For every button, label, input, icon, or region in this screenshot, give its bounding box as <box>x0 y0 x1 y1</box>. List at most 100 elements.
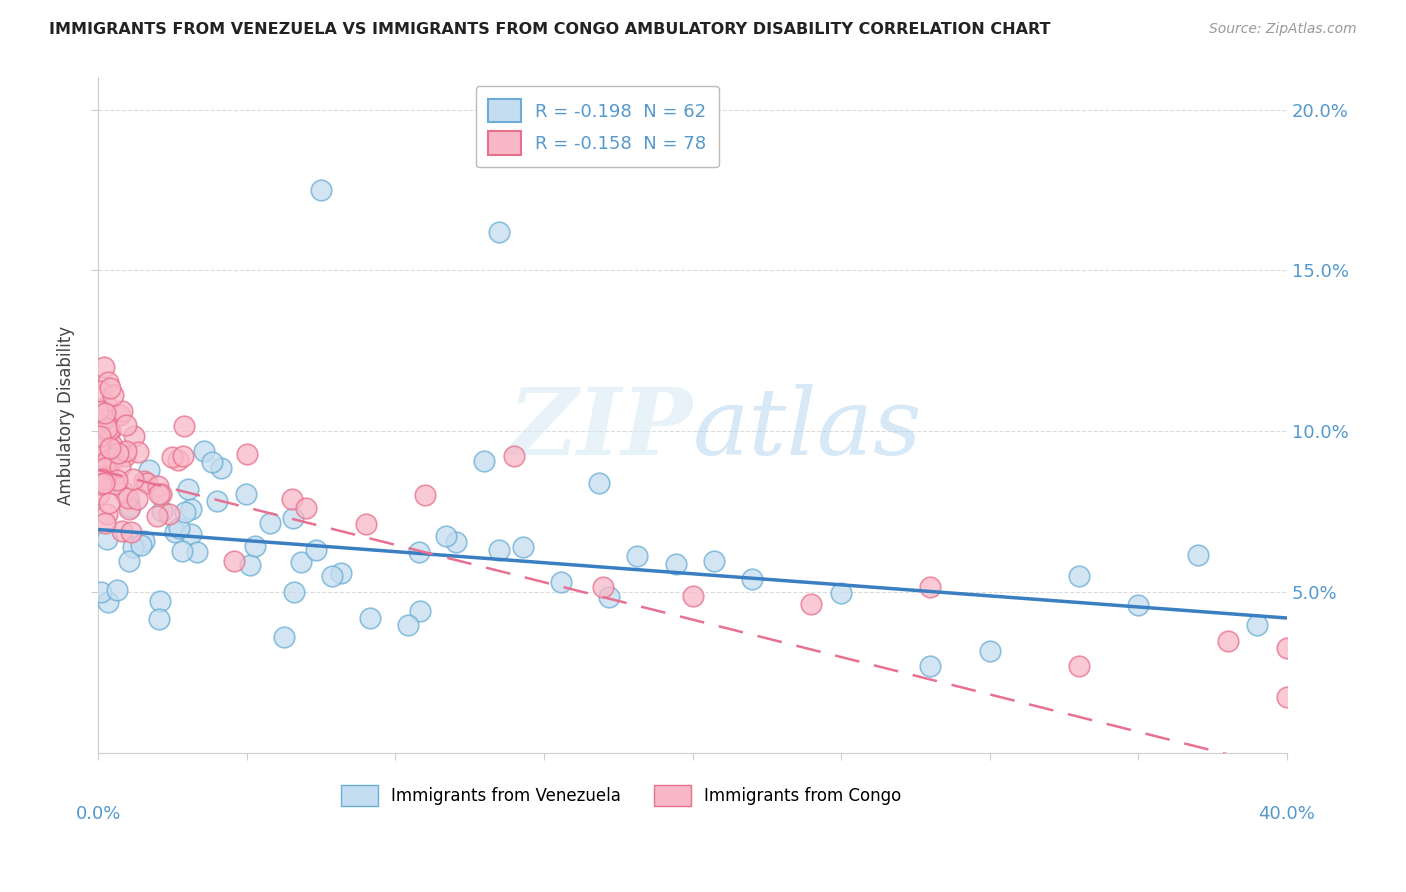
Point <box>111 524 134 538</box>
Point <box>1216 634 1239 648</box>
Point <box>132 534 155 549</box>
Point <box>104 477 127 491</box>
Point <box>89 429 111 443</box>
Point <box>90 472 112 486</box>
Point <box>177 483 200 497</box>
Point <box>122 540 145 554</box>
Point <box>117 491 139 506</box>
Point <box>114 449 136 463</box>
Point <box>245 540 267 554</box>
Text: Source: ZipAtlas.com: Source: ZipAtlas.com <box>1209 22 1357 37</box>
Point <box>87 402 110 417</box>
Text: atlas: atlas <box>693 384 922 474</box>
Point <box>305 543 328 558</box>
Point <box>96 399 118 413</box>
Point <box>94 461 117 475</box>
Point <box>205 494 228 508</box>
Point <box>172 544 194 558</box>
Point <box>1067 659 1090 673</box>
Text: ZIP: ZIP <box>509 384 693 474</box>
Point <box>89 448 111 462</box>
Point <box>125 492 148 507</box>
Point <box>321 569 343 583</box>
Point <box>87 433 110 447</box>
Point <box>273 630 295 644</box>
Point <box>105 473 128 487</box>
Point <box>167 521 190 535</box>
Point <box>434 529 457 543</box>
Point <box>283 585 305 599</box>
Point <box>149 487 172 501</box>
Point <box>129 538 152 552</box>
Point <box>444 534 467 549</box>
Text: 0.0%: 0.0% <box>76 805 121 822</box>
Point <box>235 487 257 501</box>
Point <box>354 517 377 532</box>
Point <box>703 554 725 568</box>
Point <box>96 507 118 521</box>
Point <box>98 381 121 395</box>
Y-axis label: Ambulatory Disability: Ambulatory Disability <box>58 326 75 505</box>
Point <box>101 438 124 452</box>
Point <box>90 585 112 599</box>
Point <box>512 540 534 554</box>
Point <box>94 406 117 420</box>
Point <box>165 524 187 539</box>
Point <box>209 460 232 475</box>
Point <box>127 444 149 458</box>
Point <box>830 586 852 600</box>
Point <box>97 376 120 390</box>
Point <box>111 403 134 417</box>
Point <box>98 441 121 455</box>
Point <box>201 455 224 469</box>
Point <box>396 618 419 632</box>
Point <box>97 459 120 474</box>
Point <box>592 580 614 594</box>
Point <box>87 441 110 455</box>
Point <box>239 558 262 572</box>
Point <box>118 554 141 568</box>
Point <box>134 474 156 488</box>
Point <box>180 527 202 541</box>
Point <box>120 500 142 514</box>
Point <box>1067 569 1090 583</box>
Point <box>150 504 173 518</box>
Point <box>1187 549 1209 563</box>
Point <box>120 524 142 539</box>
Point <box>1275 690 1298 705</box>
Point <box>309 183 332 197</box>
Point <box>920 580 942 594</box>
Text: IMMIGRANTS FROM VENEZUELA VS IMMIGRANTS FROM CONGO AMBULATORY DISABILITY CORRELA: IMMIGRANTS FROM VENEZUELA VS IMMIGRANTS … <box>49 22 1050 37</box>
Point <box>283 511 305 525</box>
Point <box>138 463 160 477</box>
Point <box>94 470 117 484</box>
Point <box>114 443 136 458</box>
Point <box>94 516 117 530</box>
Point <box>94 472 117 486</box>
Point <box>115 417 138 432</box>
Point <box>488 542 510 557</box>
Point <box>108 460 131 475</box>
Point <box>87 487 110 501</box>
Point <box>96 421 118 435</box>
Point <box>94 453 117 467</box>
Point <box>93 359 115 374</box>
Point <box>148 611 170 625</box>
Point <box>682 590 704 604</box>
Point <box>186 545 208 559</box>
Point <box>149 594 172 608</box>
Point <box>112 484 135 499</box>
Point <box>148 487 170 501</box>
Point <box>1275 640 1298 655</box>
Point <box>800 597 823 611</box>
Point <box>117 502 139 516</box>
Point <box>920 659 942 673</box>
Point <box>193 443 215 458</box>
Point <box>97 595 120 609</box>
Point <box>503 450 526 464</box>
Point <box>89 435 111 450</box>
Point <box>122 429 145 443</box>
Point <box>259 516 281 530</box>
Point <box>96 533 118 547</box>
Point <box>1246 618 1268 632</box>
